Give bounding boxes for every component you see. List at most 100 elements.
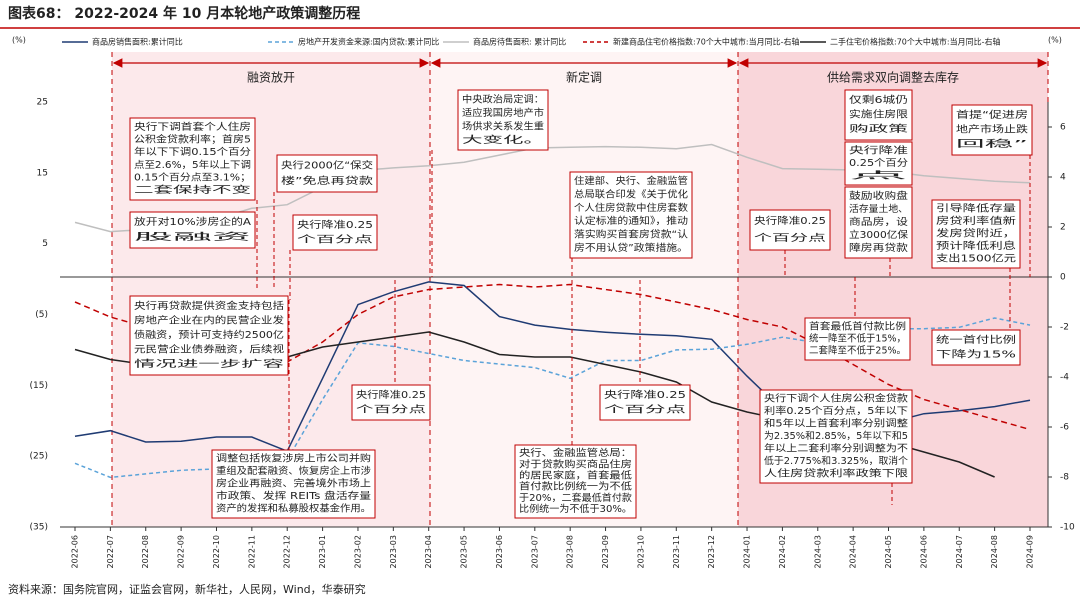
x-tick-label: 2024-01: [743, 535, 752, 568]
annotation-text: 放开对10%涉房企的A: [134, 216, 252, 228]
x-tick-label: 2023-04: [424, 535, 433, 568]
annotation-text: 央行降准0.25: [297, 219, 373, 231]
annotation-text: 公积金贷款利率；首房5: [134, 134, 251, 146]
annotation-text: 央行再贷款提供资金支持包括: [134, 300, 285, 312]
annotation-box: [951, 104, 1033, 156]
annotation-text: 0.25个百分: [849, 158, 909, 169]
annotation-box: [457, 89, 549, 151]
legend-label: 商品房销售面积:累计同比: [92, 37, 183, 47]
x-tick-label: 2023-01: [318, 535, 327, 568]
x-tick-label: 2023-07: [530, 535, 539, 568]
annotation-box: [749, 209, 831, 251]
annotation-text: 房不用认贷”政策措施。: [574, 242, 688, 254]
annotation-text: 央行降准0.25: [754, 215, 826, 227]
annotation-text: 引导降低存量: [936, 203, 1017, 215]
chart-title: 图表68： 2022-2024 年 10 月本轮地产政策调整历程: [8, 5, 360, 22]
y2-tick-label: 6: [1060, 123, 1066, 133]
annotation-text: 仅剩6城仍: [849, 94, 908, 106]
annotation-box: [129, 211, 256, 249]
y-axis-label: (%): [12, 36, 26, 45]
annotation-text: 中央政治局定调：: [462, 93, 544, 105]
annotation-text: 落实购买首套房贷款“认: [574, 229, 689, 241]
x-tick-label: 2024-09: [1025, 535, 1034, 568]
annotation-text: 障房再贷款: [849, 242, 909, 254]
annotation-text: 适应我国房地产市: [462, 107, 545, 119]
x-tick-label: 2022-08: [141, 535, 150, 568]
annotation-box: [931, 199, 1021, 269]
y2-tick-label: -6: [1060, 423, 1069, 433]
annotation-text: 房地产企业在内的民营企业发: [134, 314, 285, 326]
annotation-text: 认定标准的通知》，推动: [574, 215, 688, 227]
x-tick-label: 2023-09: [601, 535, 610, 568]
annotation-text: 总局联合印发《关于优化: [574, 189, 689, 201]
annotation-box: [292, 214, 378, 251]
annotation-text: 首提“促进房: [956, 109, 1028, 121]
annotation-box: [276, 154, 378, 193]
x-tick-label: 2022-10: [212, 535, 221, 568]
phase-label: 新定调: [566, 70, 602, 85]
annotation-text: 二套保持不变: [134, 184, 252, 196]
y-tick-label: 25: [37, 98, 48, 108]
annotation-text: 二套降至不低于25%。: [809, 345, 906, 357]
annotation-text: 低于2.775%和3.325%，取消个: [764, 455, 909, 467]
annotation-text: 年以下下调0.15个百分: [134, 146, 252, 158]
x-tick-label: 2024-04: [849, 535, 858, 568]
x-tick-label: 2024-06: [919, 535, 928, 568]
x-tick-label: 2023-10: [636, 535, 645, 568]
annotation-text: 预计降低利息: [936, 240, 1016, 252]
x-tick-label: 2024-08: [990, 535, 999, 568]
x-tick-label: 2022-09: [177, 535, 186, 568]
annotation-text: 住建部、央行、金融监管: [574, 175, 688, 187]
annotation-box: [844, 186, 913, 259]
legend-label: 二手住宅价格指数:70个大中城市:当月同比-右轴: [830, 37, 1000, 47]
annotation-text: 债融资，预计可支持约2500亿: [134, 329, 284, 341]
y-tick-label: 5: [42, 239, 48, 249]
phase-label: 供给需求双向调整去库存: [827, 70, 959, 85]
annotation-text: 立3000亿保: [849, 229, 909, 241]
annotation-text: 央行2000亿“保交: [281, 159, 374, 171]
y-tick-label: 15: [37, 168, 48, 178]
annotation-text: 房企业再融资、完善境外市场上: [216, 478, 372, 490]
x-tick-label: 2023-05: [460, 535, 469, 568]
x-tick-label: 2023-06: [495, 535, 504, 568]
annotation-text: 房贷利率值新: [936, 215, 1017, 227]
annotation-box: [351, 384, 431, 421]
y2-tick-label: -10: [1060, 523, 1075, 533]
annotation-box: [129, 117, 256, 201]
annotation-text: 场供求关系发生重: [462, 120, 545, 132]
y-tick-label: (25): [30, 452, 48, 462]
annotation-text: 点至2.6%，5年以上下调: [134, 159, 251, 171]
y2-tick-label: -2: [1060, 323, 1069, 333]
annotation-text: 为2.35%和2.85%，5年以下和5: [764, 430, 908, 442]
annotation-box: [759, 389, 913, 484]
annotation-box: [129, 295, 289, 376]
annotation-text: 实施住房限: [849, 109, 909, 121]
annotation-text: 地产市场止跌: [956, 124, 1029, 136]
y2-tick-label: 0: [1060, 273, 1066, 283]
annotation-text: 对于贷款购买商品住房: [519, 458, 632, 470]
x-tick-label: 2024-07: [955, 535, 964, 568]
annotation-text: 支出1500亿元: [936, 252, 1017, 264]
annotation-box: [569, 171, 693, 259]
annotation-text: 0.15个百分点至3.1%；: [134, 173, 251, 184]
y2-tick-label: 2: [1060, 223, 1066, 233]
x-tick-label: 2023-12: [707, 535, 716, 568]
annotation-box: [931, 329, 1021, 366]
annotation-text: 情况进一步扩容: [134, 358, 285, 370]
source-note: 资料来源：国务院官网，证监会官网，新华社，人民网，Wind，华泰研究: [8, 582, 366, 596]
annotation-box: [211, 449, 376, 519]
annotation-text: 央行、金融监管总局：: [519, 447, 632, 459]
annotation-text: 重组及配套融资、恢复房企上市涉: [216, 465, 372, 477]
x-tick-label: 2022-11: [247, 535, 256, 568]
annotation-text: 利率0.25个百分点，5年以下: [764, 405, 908, 417]
annotation-text: 回稳”: [956, 138, 1028, 150]
annotation-text: 个百分点: [297, 234, 374, 245]
annotation-text: 活存量土地、: [849, 203, 908, 215]
x-tick-label: 2024-05: [884, 535, 893, 568]
annotation-text: 发房贷附近，: [936, 228, 1016, 240]
annotation-text: 央行降准: [849, 145, 909, 157]
annotation-text: 央行下调首套个人住房: [134, 121, 251, 133]
x-tick-label: 2023-03: [389, 535, 398, 568]
